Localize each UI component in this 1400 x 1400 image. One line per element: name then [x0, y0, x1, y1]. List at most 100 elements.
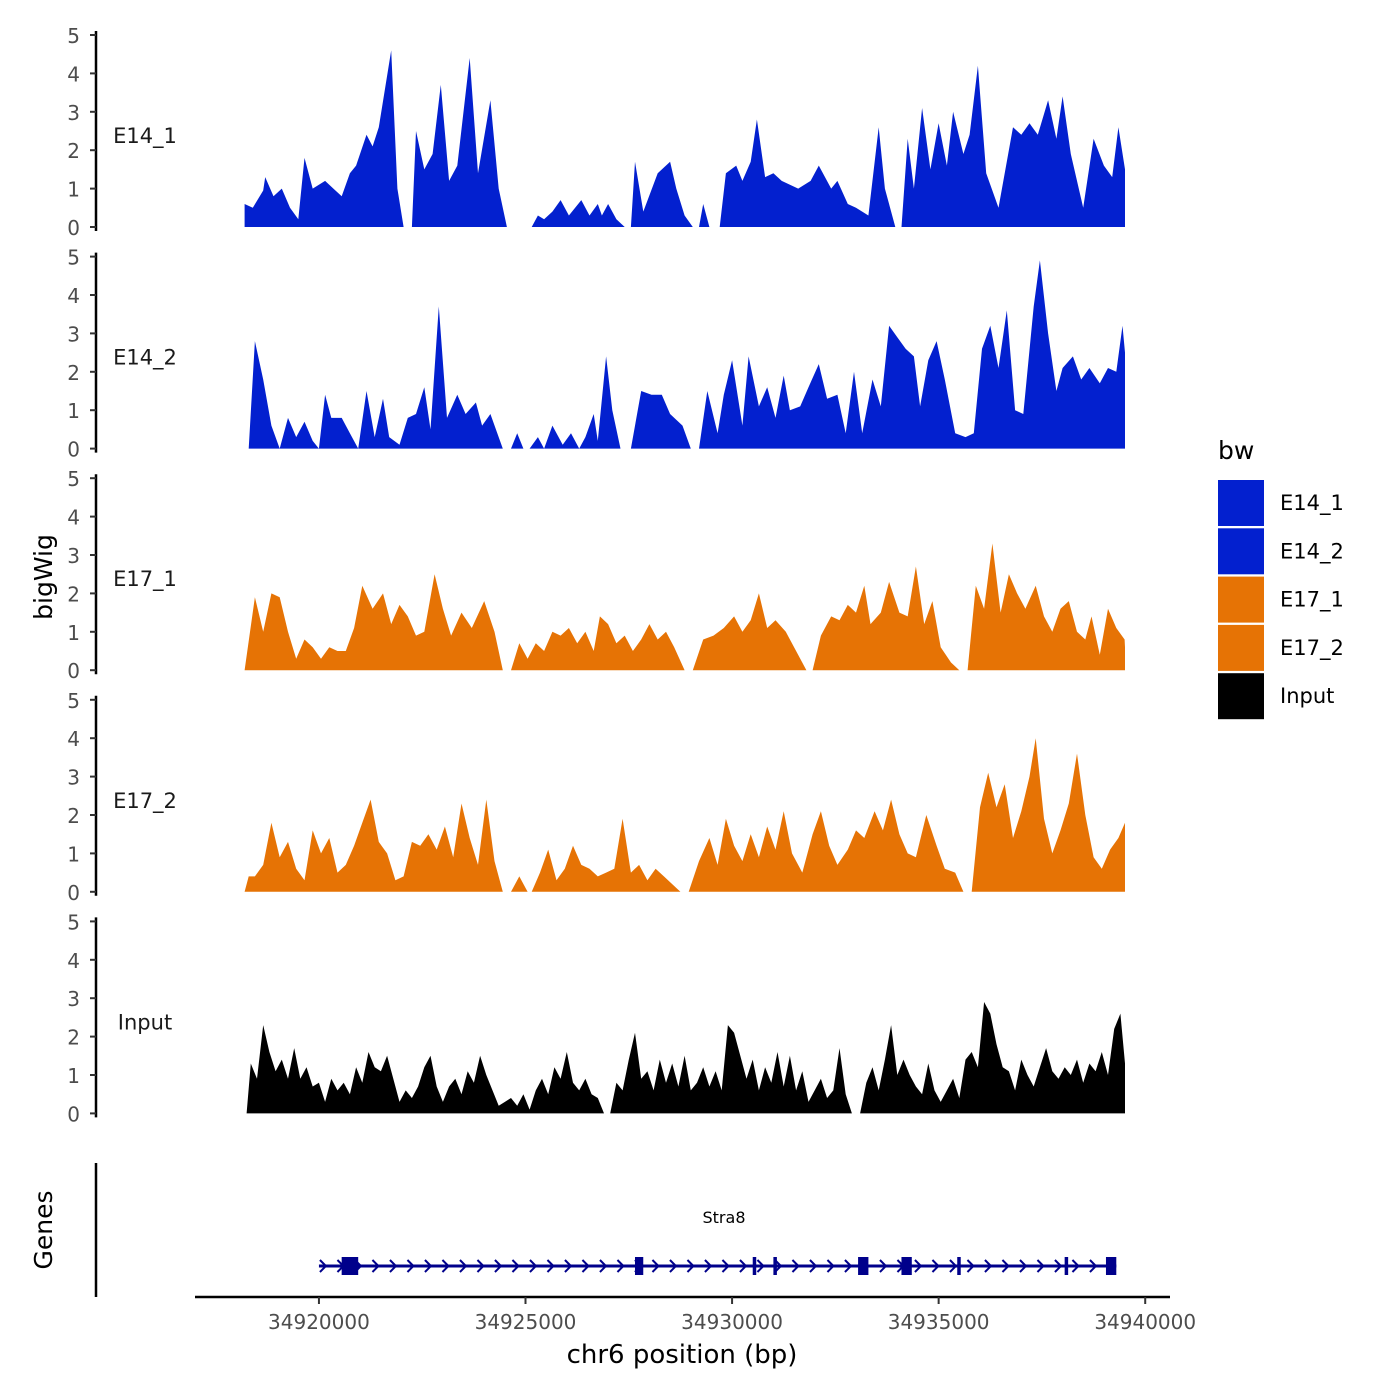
y-tick-label-E14_2-3: 3 [67, 322, 80, 346]
strand-arrow-38 [966, 1259, 975, 1273]
y-tick-label-E17_1-0: 0 [67, 659, 80, 683]
x-tick-label-34935000: 34935000 [888, 1310, 990, 1334]
strand-arrow-36 [931, 1259, 940, 1273]
strand-arrow-42 [1036, 1259, 1045, 1273]
legend-entries: E14_1 E14_2 E17_1 E17_2 Input [1218, 480, 1344, 720]
area-Input-segment-3 [860, 1002, 1125, 1114]
strand-arrow-41 [1019, 1259, 1028, 1273]
legend-label-E17_1: E17_1 [1280, 588, 1344, 613]
legend-key-E17_1 [1218, 576, 1264, 623]
y-tick-label-E17_2-4: 4 [67, 727, 80, 751]
area-E17_1-segment-1 [244, 574, 503, 671]
area-E17_1-segment-2 [511, 616, 685, 671]
y-tick-label-E14_1-3: 3 [67, 101, 80, 125]
gene-exon-2 [634, 1257, 644, 1275]
y-tick-label-E17_1-1: 1 [67, 621, 80, 645]
strand-arrow-7 [424, 1259, 433, 1273]
y-tick-label-E17_1-4: 4 [67, 506, 80, 530]
area-E14_1-segment-5 [699, 204, 710, 227]
legend-key-E14_1 [1218, 480, 1264, 526]
y-tick-label-E17_1-5: 5 [67, 467, 80, 491]
strand-arrow-10 [476, 1259, 485, 1273]
legend-label-E17_2: E17_2 [1280, 636, 1344, 661]
y-tick-label-E17_2-5: 5 [67, 689, 80, 713]
y-tick-label-Input-4: 4 [67, 949, 80, 973]
strand-arrow-4 [371, 1259, 380, 1273]
strand-arrow-39 [984, 1259, 993, 1273]
area-E17_1-segment-5 [967, 543, 1125, 671]
y-tick-label-E14_1-1: 1 [67, 178, 80, 202]
area-E14_1-segment-2 [411, 58, 507, 227]
strand-arrow-8 [441, 1259, 450, 1273]
y-tick-label-E14_1-2: 2 [67, 139, 80, 163]
strand-arrow-31 [844, 1259, 853, 1273]
track-E17_1: 0 1 2 3 4 5 E17_1 [67, 467, 1125, 683]
area-E14_1-segment-6 [719, 119, 896, 227]
area-E17_1-segment-3 [692, 593, 807, 671]
track-label-E14_2: E14_2 [113, 346, 177, 371]
legend-key-E14_2 [1218, 528, 1264, 575]
gene-exon-4 [773, 1257, 777, 1275]
strand-arrow-22 [686, 1259, 695, 1273]
strand-arrow-44 [1071, 1259, 1080, 1273]
strand-arrow-33 [879, 1259, 888, 1273]
track-Input: 0 1 2 3 4 5 Input [67, 910, 1125, 1126]
legend-key-Input [1218, 673, 1264, 720]
area-E14_2-segment-4 [630, 391, 691, 449]
gene-exon-6 [901, 1257, 912, 1275]
strand-arrow-25 [739, 1259, 748, 1273]
area-E17_2-segment-4 [688, 799, 964, 892]
y-tick-label-E17_1-2: 2 [67, 582, 80, 606]
y-tick-label-E14_2-0: 0 [67, 438, 80, 462]
y-tick-label-E14_1-0: 0 [67, 216, 80, 240]
area-E17_1-segment-4 [812, 566, 960, 671]
genes-track-label: Genes [29, 1190, 58, 1269]
gene-model [318, 1257, 1117, 1275]
gene-exon-3 [752, 1257, 757, 1275]
legend-label-E14_1: E14_1 [1280, 491, 1344, 516]
strand-arrow-17 [599, 1259, 608, 1273]
x-tick-label-34925000: 34925000 [475, 1310, 577, 1334]
y-tick-label-E14_1-4: 4 [67, 62, 80, 86]
area-E14_1-segment-4 [630, 161, 693, 227]
track-E17_2: 0 1 2 3 4 5 E17_2 [67, 689, 1125, 905]
area-E17_2-segment-1 [244, 799, 503, 892]
y-tick-label-E14_2-1: 1 [67, 399, 80, 423]
strand-arrow-1 [319, 1259, 328, 1273]
track-panels: 0 1 2 3 4 5 E14_1 0 1 2 3 4 5 E14_2 0 1 2 3 4 5 E17_1 0 1 2 3 4 5 E… [67, 24, 1125, 1126]
strand-arrow-26 [756, 1259, 765, 1273]
strand-arrow-24 [721, 1259, 730, 1273]
strand-arrow-45 [1089, 1259, 1098, 1273]
strand-arrow-27 [774, 1259, 783, 1273]
x-tick-label-34920000: 34920000 [268, 1310, 370, 1334]
y-tick-label-E14_2-4: 4 [67, 284, 80, 308]
strand-arrow-37 [949, 1259, 958, 1273]
y-tick-label-E17_2-0: 0 [67, 881, 80, 905]
y-axis-title: bigWig [29, 534, 58, 620]
track-label-Input: Input [118, 1010, 172, 1034]
strand-arrow-21 [669, 1259, 678, 1273]
track-E14_2: 0 1 2 3 4 5 E14_2 [67, 246, 1125, 462]
area-E14_1-segment-7 [901, 65, 1125, 227]
y-tick-label-E14_1-5: 5 [67, 24, 80, 48]
y-tick-label-E17_2-1: 1 [67, 842, 80, 866]
y-tick-label-E14_2-2: 2 [67, 361, 80, 385]
legend-label-Input: Input [1280, 684, 1334, 708]
x-tick-label-34930000: 34930000 [681, 1310, 783, 1334]
strand-arrow-11 [494, 1259, 503, 1273]
strand-arrow-12 [511, 1259, 520, 1273]
strand-arrow-23 [704, 1259, 713, 1273]
gene-exon-8 [1064, 1257, 1069, 1275]
area-E17_2-segment-2 [511, 876, 528, 892]
strand-arrow-30 [826, 1259, 835, 1273]
strand-arrow-16 [581, 1259, 590, 1273]
y-tick-label-Input-5: 5 [67, 910, 80, 934]
area-E17_2-segment-5 [971, 738, 1125, 892]
y-tick-label-Input-3: 3 [67, 987, 80, 1011]
strand-arrow-18 [616, 1259, 625, 1273]
legend: bw E14_1 E14_2 E17_1 E17_2 Input [1218, 436, 1344, 720]
gene-exon-5 [858, 1257, 869, 1275]
gene-name-label: Stra8 [703, 1208, 746, 1227]
